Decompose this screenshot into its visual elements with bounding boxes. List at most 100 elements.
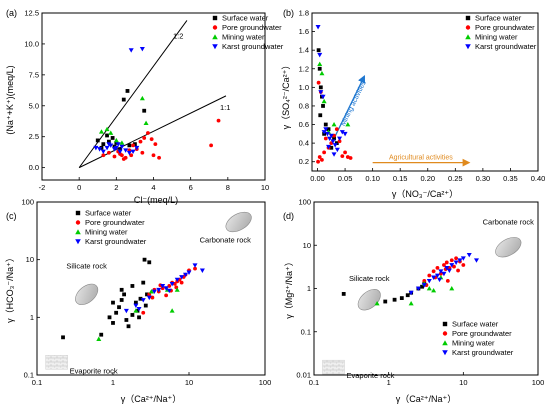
carbonate-rock-region [495, 237, 522, 258]
region-label: Carbonate rock [200, 235, 252, 244]
y-tick-label: 0.4 [299, 139, 309, 148]
point-karst-groundwater [104, 145, 110, 151]
point-surface-water [317, 66, 322, 71]
point-pore-groundwater [142, 136, 147, 140]
y-tick-label: 0.8 [299, 101, 309, 110]
x-tick-label: 4 [151, 183, 155, 192]
x-tick-label: 6 [189, 183, 193, 192]
point-karst-groundwater [97, 147, 103, 152]
panel-c: (c) 0.1 1 10 100 0.1 1 10 100 Carbonate rock Si… [5, 198, 271, 405]
point-surface-water [121, 97, 126, 102]
y-axis-label: γ（HCO₃⁻/Na⁺） [5, 253, 15, 323]
y-axis-label: γ（SO₄²⁻/Ca²⁺） [281, 61, 291, 130]
point-karst-groundwater [334, 147, 340, 153]
legend-label: Pore groundwater [222, 23, 282, 32]
point-karst-groundwater [323, 127, 329, 132]
point-mining-water [119, 140, 125, 145]
x-ticks: -2 0 2 4 6 8 10 [39, 177, 269, 192]
x-ticks: 0.1 1 10 100 [309, 372, 544, 387]
point-pore-groundwater [435, 265, 440, 270]
point-pore-groundwater [445, 278, 450, 283]
point-surface-water [119, 298, 124, 302]
point-pore-groundwater [343, 150, 347, 155]
legend-marker [465, 34, 471, 40]
point-karst-groundwater [426, 278, 432, 284]
point-pore-groundwater [320, 157, 324, 162]
point-pore-groundwater [121, 157, 126, 161]
point-karst-groundwater [115, 142, 121, 147]
point-karst-groundwater [330, 139, 336, 144]
point-mining-water [148, 289, 154, 294]
point-pore-groundwater [157, 155, 161, 160]
evaporite-rock-region [322, 359, 345, 375]
reference-line-label: 1:2 [173, 31, 183, 40]
plot-frame [36, 201, 266, 376]
point-pore-groundwater [316, 80, 321, 85]
point-surface-water [61, 335, 65, 340]
point-karst-groundwater [151, 289, 157, 295]
point-pore-groundwater [452, 264, 456, 269]
point-mining-water [143, 120, 149, 125]
y-tick-label: 1.0 [299, 83, 309, 92]
x-tick-label: 0.40 [531, 174, 546, 183]
point-karst-groundwater [136, 307, 142, 312]
y-tick-label: 0.2 [299, 157, 309, 166]
point-surface-water [332, 136, 336, 141]
point-karst-groundwater [100, 149, 106, 155]
point-karst-groundwater [134, 145, 140, 151]
point-surface-water [142, 257, 147, 262]
legend-label: Pore groundwater [475, 23, 535, 32]
point-surface-water [420, 284, 424, 289]
legend-label: Mining water [475, 33, 518, 42]
point-pore-groundwater [131, 143, 135, 148]
point-karst-groundwater [139, 46, 145, 52]
point-pore-groundwater [456, 268, 460, 273]
point-mining-water [113, 137, 119, 143]
point-mining-water [96, 336, 102, 341]
point-karst-groundwater [106, 142, 112, 147]
point-surface-water [392, 297, 397, 302]
point-pore-groundwater [431, 269, 436, 274]
legend-label: Surface water [475, 14, 522, 23]
point-surface-water [138, 296, 143, 301]
point-surface-water [405, 293, 410, 298]
point-karst-groundwater [408, 290, 414, 296]
y-tick-label: 1 [30, 313, 34, 322]
point-karst-groundwater [415, 286, 421, 291]
annotation-arrow [333, 75, 366, 139]
point-surface-water [118, 147, 122, 151]
point-pore-groundwater [454, 256, 458, 261]
legend-label: Mining water [85, 228, 128, 237]
x-tick-label: 100 [532, 378, 545, 387]
point-karst-groundwater [123, 148, 129, 153]
legend-label: Surface water [452, 320, 499, 329]
legend-label: Karst groundwater [222, 42, 284, 51]
point-karst-groundwater [113, 145, 119, 151]
y-tick-label: 2.5 [29, 132, 39, 141]
point-karst-groundwater [146, 295, 152, 301]
x-axis-label: Cl⁻(meq/L) [134, 195, 178, 205]
point-pore-groundwater [461, 263, 466, 267]
point-surface-water [133, 142, 137, 147]
point-surface-water [99, 332, 104, 337]
point-karst-groundwater [199, 268, 205, 273]
rock-regions: Carbonate rock Silicate rock Evaporite roc… [45, 211, 252, 375]
annotation-label: Agricultural activities [389, 155, 453, 162]
plot-frame [311, 12, 539, 172]
legend-label: Pore groundwater [452, 329, 512, 338]
y-tick-label: 1.4 [299, 46, 309, 55]
region-label: Silicate rock [66, 262, 107, 271]
point-karst-groundwater [130, 149, 136, 155]
point-mining-water [98, 129, 104, 134]
carbonate-rock-region [225, 211, 252, 233]
evaporite-rock-region [45, 355, 68, 370]
x-tick-label: 0.35 [503, 174, 518, 183]
reference-line [78, 20, 188, 168]
point-mining-water [319, 70, 325, 76]
legend-marker [465, 25, 471, 30]
point-mining-water [331, 122, 337, 127]
y-tick-label: 12.5 [24, 9, 39, 18]
x-tick-label: 2 [114, 183, 118, 192]
silicate-rock-region [357, 289, 381, 311]
